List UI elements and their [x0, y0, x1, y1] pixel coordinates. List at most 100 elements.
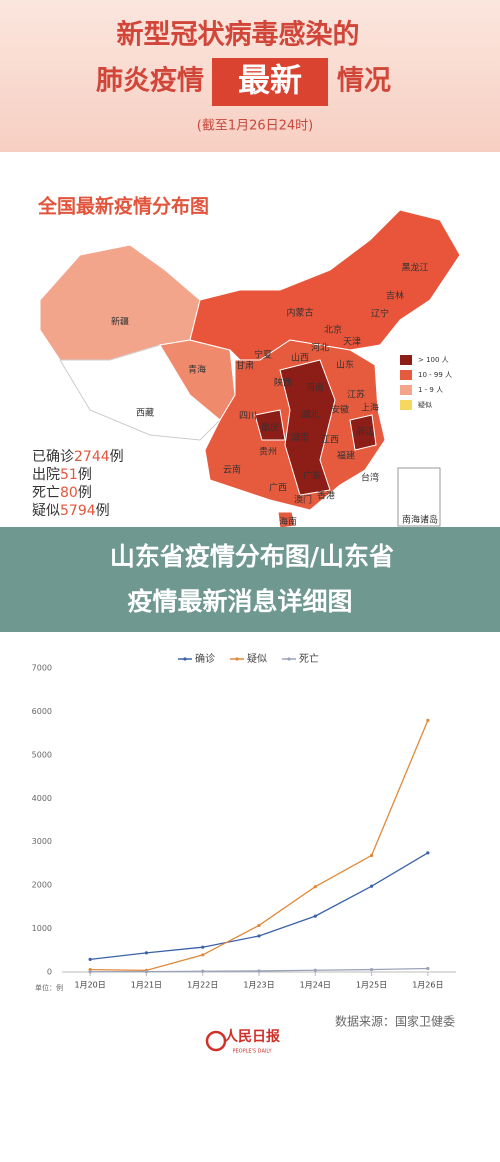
stat: 疑似5794例 — [32, 503, 110, 519]
province-label: 山东 — [336, 359, 354, 371]
y-tick-label: 3000 — [32, 837, 52, 846]
stat: 出院51例 — [32, 467, 92, 483]
province-label: 江苏 — [347, 389, 365, 401]
province-label: 江西 — [321, 435, 339, 446]
province-label: 浙江 — [356, 426, 374, 438]
stat-unit: 例 — [96, 503, 110, 519]
x-tick-label: 1月23日 — [243, 981, 274, 990]
header-line2-left: 肺炎疫情 — [96, 65, 204, 97]
y-tick-label: 2000 — [32, 881, 52, 890]
point — [257, 934, 261, 938]
y-tick-label: 7000 — [32, 664, 52, 673]
map-shapes — [39, 209, 461, 529]
header-line1: 新型冠状病毒感染的 — [117, 19, 360, 51]
point — [201, 945, 205, 949]
overlay-headline: 疫情最新消息详细图 — [127, 587, 352, 616]
logo-sub: PEOPLE'S DAILY — [232, 1049, 272, 1055]
province-label: 海南 — [279, 516, 297, 528]
legend-swatch — [400, 385, 412, 395]
province-label: 西藏 — [136, 407, 154, 419]
province-label: 吉林 — [386, 290, 404, 302]
header-date: (截至1月26日24时) — [197, 119, 314, 134]
province-label: 安徽 — [331, 404, 349, 416]
region — [189, 209, 461, 361]
province-label: 广西 — [269, 482, 287, 494]
legend-swatch — [400, 355, 412, 365]
legend-label: > 100 人 — [418, 356, 449, 364]
province-label: 黑龙江 — [401, 262, 428, 274]
province-label: 台湾 — [361, 472, 379, 484]
x-tick-label: 1月20日 — [75, 981, 106, 990]
province-label: 河北 — [311, 342, 329, 354]
y-tick-label: 4000 — [32, 794, 52, 803]
point — [201, 953, 205, 957]
inset-box — [397, 467, 441, 527]
point — [426, 718, 430, 722]
stat-unit: 例 — [110, 449, 124, 465]
series-line — [90, 720, 429, 972]
y-tick-label: 6000 — [32, 707, 52, 716]
point — [313, 914, 317, 918]
province-label: 广东 — [303, 470, 321, 482]
region — [279, 359, 336, 496]
overlay-headline: 山东省疫情分布图/山东省 — [110, 542, 394, 571]
point — [257, 923, 261, 928]
province-label: 福建 — [337, 450, 355, 462]
province-label: 重庆 — [261, 422, 279, 434]
x-tick-label: 1月21日 — [131, 981, 162, 990]
x-tick-label: 1月25日 — [356, 981, 387, 990]
legend-swatch — [183, 657, 187, 661]
unit-note: 单位：例 — [35, 983, 63, 992]
stat-label: 已确诊 — [32, 449, 74, 465]
point — [313, 968, 317, 972]
y-tick-label: 1000 — [32, 924, 52, 933]
province-label: 澳门 — [294, 494, 312, 506]
stat-value: 5794 — [60, 503, 96, 519]
point — [257, 969, 261, 973]
stat: 死亡80例 — [32, 485, 92, 501]
province-label: 河南 — [306, 382, 324, 394]
point — [369, 853, 374, 858]
x-tick-label: 1月22日 — [187, 981, 218, 990]
line-chart: 0 1000 2000 3000 4000 5000 6000 7000 1月20日 1月21日 1… — [32, 652, 456, 990]
legend-label: 疑似 — [247, 653, 267, 665]
map-title: 全国最新疫情分布图 — [37, 195, 209, 218]
province-label: 天津 — [343, 337, 361, 348]
stat-label: 死亡 — [32, 485, 60, 501]
overlay-band — [0, 527, 500, 632]
legend-swatch — [287, 657, 291, 661]
province-label: 云南 — [223, 464, 241, 476]
y-tick-label: 0 — [47, 968, 52, 977]
legend-label: 1 - 9 人 — [418, 386, 443, 394]
point — [201, 969, 205, 973]
point — [369, 884, 374, 888]
legend-label: 确诊 — [195, 652, 215, 665]
legend-label: 10 - 99 人 — [418, 371, 452, 379]
province-label: 贵州 — [259, 446, 277, 458]
province-label: 上海 — [361, 402, 379, 414]
province-label: 山西 — [291, 353, 309, 364]
province-label: 北京 — [324, 324, 342, 336]
header-line2-right: 情况 — [337, 66, 391, 97]
region — [277, 511, 296, 529]
y-tick-label: 5000 — [32, 750, 52, 759]
point — [313, 885, 317, 889]
x-tick-label: 1月26日 — [412, 981, 443, 990]
point — [369, 967, 374, 972]
stat: 已确诊2744例 — [32, 449, 124, 465]
legend-swatch — [400, 370, 412, 380]
legend-swatch — [235, 657, 239, 661]
x-tick-label: 1月24日 — [300, 981, 331, 990]
legend-swatch — [400, 400, 412, 410]
province-label: 四川 — [239, 412, 257, 422]
point — [88, 970, 92, 974]
logo: 人民日报 — [224, 1028, 280, 1045]
map-legend: > 100 人 10 - 99 人 1 - 9 人疑似 — [400, 355, 452, 410]
province-label: 南海诸岛 — [402, 514, 438, 526]
point — [144, 951, 149, 955]
point — [426, 966, 430, 971]
stat-value: 51 — [60, 467, 78, 483]
province-label: 新疆 — [111, 316, 129, 328]
province-label: 湖北 — [301, 410, 319, 421]
